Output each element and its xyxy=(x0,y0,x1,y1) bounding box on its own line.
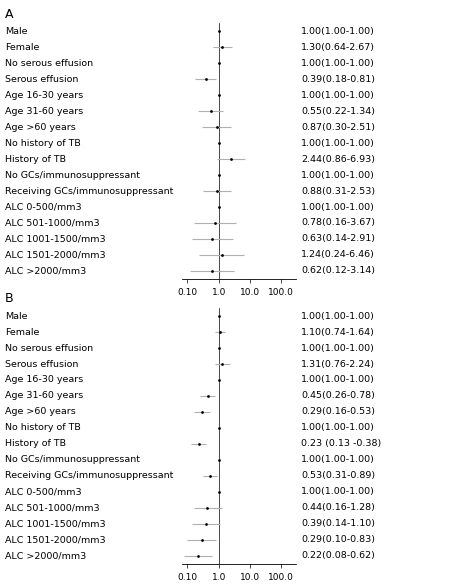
Text: No GCs/immunosuppressant: No GCs/immunosuppressant xyxy=(5,171,140,180)
Text: 0.39(0.18-0.81): 0.39(0.18-0.81) xyxy=(301,75,375,84)
Text: B: B xyxy=(5,292,13,305)
Text: Receiving GCs/immunosuppressant: Receiving GCs/immunosuppressant xyxy=(5,471,173,480)
Text: 1.00(1.00-1.00): 1.00(1.00-1.00) xyxy=(301,171,375,180)
Text: 0.29(0.16-0.53): 0.29(0.16-0.53) xyxy=(301,407,375,416)
Text: History of TB: History of TB xyxy=(5,439,66,448)
Text: 0.87(0.30-2.51): 0.87(0.30-2.51) xyxy=(301,123,375,131)
Text: 0.29(0.10-0.83): 0.29(0.10-0.83) xyxy=(301,535,375,544)
Text: ALC 1001-1500/mm3: ALC 1001-1500/mm3 xyxy=(5,234,105,244)
Text: Male: Male xyxy=(5,312,27,321)
Text: 0.88(0.31-2.53): 0.88(0.31-2.53) xyxy=(301,187,375,195)
Text: Age 31-60 years: Age 31-60 years xyxy=(5,392,83,400)
Text: 1.00(1.00-1.00): 1.00(1.00-1.00) xyxy=(301,203,375,211)
Text: ALC >2000/mm3: ALC >2000/mm3 xyxy=(5,266,86,275)
Text: Receiving GCs/immunosuppressant: Receiving GCs/immunosuppressant xyxy=(5,187,173,195)
Text: Age >60 years: Age >60 years xyxy=(5,123,75,131)
Text: 0.22(0.08-0.62): 0.22(0.08-0.62) xyxy=(301,551,375,560)
Text: ALC 501-1000/mm3: ALC 501-1000/mm3 xyxy=(5,503,100,512)
Text: Serous effusion: Serous effusion xyxy=(5,359,78,369)
Text: ALC 0-500/mm3: ALC 0-500/mm3 xyxy=(5,487,82,496)
Text: 1.00(1.00-1.00): 1.00(1.00-1.00) xyxy=(301,423,375,433)
Text: 1.00(1.00-1.00): 1.00(1.00-1.00) xyxy=(301,59,375,68)
Text: Female: Female xyxy=(5,328,39,336)
Text: No serous effusion: No serous effusion xyxy=(5,343,93,353)
Text: 0.63(0.14-2.91): 0.63(0.14-2.91) xyxy=(301,234,375,244)
Text: No history of TB: No history of TB xyxy=(5,139,81,148)
Text: 1.00(1.00-1.00): 1.00(1.00-1.00) xyxy=(301,91,375,100)
Text: 1.00(1.00-1.00): 1.00(1.00-1.00) xyxy=(301,376,375,384)
Text: No history of TB: No history of TB xyxy=(5,423,81,433)
Text: ALC 1001-1500/mm3: ALC 1001-1500/mm3 xyxy=(5,519,105,528)
Text: No GCs/immunosuppressant: No GCs/immunosuppressant xyxy=(5,456,140,464)
Text: 0.44(0.16-1.28): 0.44(0.16-1.28) xyxy=(301,503,375,512)
Text: 0.78(0.16-3.67): 0.78(0.16-3.67) xyxy=(301,218,375,228)
Text: 1.00(1.00-1.00): 1.00(1.00-1.00) xyxy=(301,456,375,464)
Text: A: A xyxy=(5,8,13,21)
Text: 0.45(0.26-0.78): 0.45(0.26-0.78) xyxy=(301,392,375,400)
Text: Age >60 years: Age >60 years xyxy=(5,407,75,416)
Text: Serous effusion: Serous effusion xyxy=(5,75,78,84)
Text: 1.10(0.74-1.64): 1.10(0.74-1.64) xyxy=(301,328,375,336)
Text: 1.31(0.76-2.24): 1.31(0.76-2.24) xyxy=(301,359,375,369)
Text: ALC >2000/mm3: ALC >2000/mm3 xyxy=(5,551,86,560)
Text: 0.62(0.12-3.14): 0.62(0.12-3.14) xyxy=(301,266,375,275)
Text: 0.39(0.14-1.10): 0.39(0.14-1.10) xyxy=(301,519,375,528)
Text: 2.44(0.86-6.93): 2.44(0.86-6.93) xyxy=(301,154,375,164)
Text: ALC 1501-2000/mm3: ALC 1501-2000/mm3 xyxy=(5,535,105,544)
Text: ALC 0-500/mm3: ALC 0-500/mm3 xyxy=(5,203,82,211)
Text: 0.55(0.22-1.34): 0.55(0.22-1.34) xyxy=(301,107,375,116)
Text: ALC 501-1000/mm3: ALC 501-1000/mm3 xyxy=(5,218,100,228)
Text: 1.24(0.24-6.46): 1.24(0.24-6.46) xyxy=(301,251,375,259)
Text: 1.00(1.00-1.00): 1.00(1.00-1.00) xyxy=(301,487,375,496)
Text: Female: Female xyxy=(5,43,39,52)
Text: Age 16-30 years: Age 16-30 years xyxy=(5,91,83,100)
Text: 1.00(1.00-1.00): 1.00(1.00-1.00) xyxy=(301,27,375,36)
Text: ALC 1501-2000/mm3: ALC 1501-2000/mm3 xyxy=(5,251,105,259)
Text: 0.53(0.31-0.89): 0.53(0.31-0.89) xyxy=(301,471,375,480)
Text: 1.00(1.00-1.00): 1.00(1.00-1.00) xyxy=(301,343,375,353)
Text: 1.00(1.00-1.00): 1.00(1.00-1.00) xyxy=(301,139,375,148)
Text: 1.00(1.00-1.00): 1.00(1.00-1.00) xyxy=(301,312,375,321)
Text: No serous effusion: No serous effusion xyxy=(5,59,93,68)
Text: History of TB: History of TB xyxy=(5,154,66,164)
Text: 0.23 (0.13 -0.38): 0.23 (0.13 -0.38) xyxy=(301,439,381,448)
Text: Male: Male xyxy=(5,27,27,36)
Text: 1.30(0.64-2.67): 1.30(0.64-2.67) xyxy=(301,43,375,52)
Text: Age 31-60 years: Age 31-60 years xyxy=(5,107,83,116)
Text: Age 16-30 years: Age 16-30 years xyxy=(5,376,83,384)
